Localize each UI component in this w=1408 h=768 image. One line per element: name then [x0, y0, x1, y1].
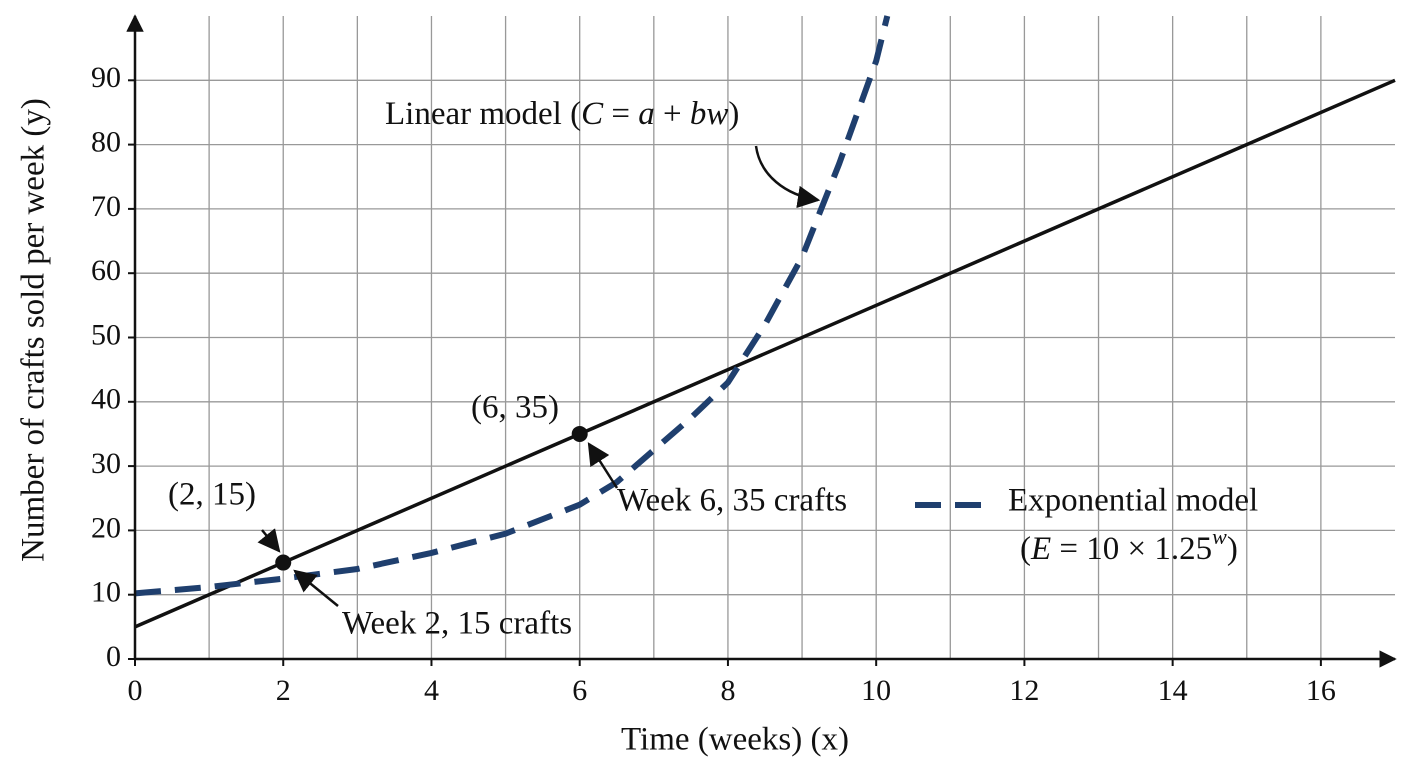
- y-tick-label: 80: [91, 125, 121, 158]
- x-tick-label: 4: [424, 674, 439, 707]
- x-tick-label: 12: [1009, 674, 1039, 707]
- point-label: (2, 15): [168, 477, 256, 513]
- linear-model-label: Linear model (C = a + bw): [385, 96, 739, 132]
- x-tick-label: 8: [720, 674, 735, 707]
- grid: [135, 16, 1395, 659]
- label-part: a: [638, 96, 655, 132]
- x-tick-label: 14: [1158, 674, 1188, 707]
- legend-formula: (E = 10 × 1.25w): [1020, 524, 1238, 567]
- x-tick-label: 2: [276, 674, 291, 707]
- data-point: [571, 425, 588, 442]
- label-part: E: [1030, 531, 1051, 567]
- label-part: w: [1212, 524, 1227, 549]
- y-tick-label: 60: [91, 254, 121, 287]
- label-part: bw: [690, 96, 729, 132]
- y-tick-label: 10: [91, 576, 121, 609]
- legend-label: Exponential model: [1008, 483, 1258, 519]
- x-tick-label: 0: [128, 674, 143, 707]
- plot-area: [134, 15, 1396, 629]
- label-part: +: [655, 96, 690, 132]
- y-axis-title: Number of crafts sold per week (y): [16, 98, 52, 562]
- x-tick-label: 10: [861, 674, 891, 707]
- label-part: ): [1227, 531, 1238, 567]
- annotation-arrow: [754, 145, 821, 209]
- x-axis-title: Time (weeks) (x): [621, 722, 849, 758]
- point-note: Week 6, 35 crafts: [617, 483, 847, 519]
- x-tick-label: 6: [572, 674, 587, 707]
- y-tick-label: 40: [91, 383, 121, 416]
- y-tick-label: 0: [106, 640, 121, 673]
- annotation-arrow: [587, 442, 619, 489]
- label-part: ): [728, 96, 739, 132]
- label-part: = 10 × 1.25: [1051, 531, 1212, 567]
- exponential-line: [134, 15, 891, 597]
- x-tick-label: 16: [1306, 674, 1336, 707]
- point-label: (6, 35): [471, 390, 559, 426]
- label-part: Linear model (: [385, 96, 581, 132]
- y-tick-label: 20: [91, 511, 121, 544]
- label-part: C: [581, 96, 604, 132]
- y-tick-label: 50: [91, 318, 121, 351]
- linear-line: [134, 78, 1396, 629]
- y-tick-label: 70: [91, 190, 121, 223]
- annotation-arrow: [257, 528, 281, 553]
- y-tick-label: 30: [91, 447, 121, 480]
- label-part: (: [1020, 531, 1031, 567]
- label-part: =: [603, 96, 638, 132]
- y-tick-label: 90: [91, 61, 121, 94]
- point-note: Week 2, 15 crafts: [342, 606, 572, 642]
- annotation-arrow: [293, 569, 339, 607]
- data-point: [275, 554, 292, 571]
